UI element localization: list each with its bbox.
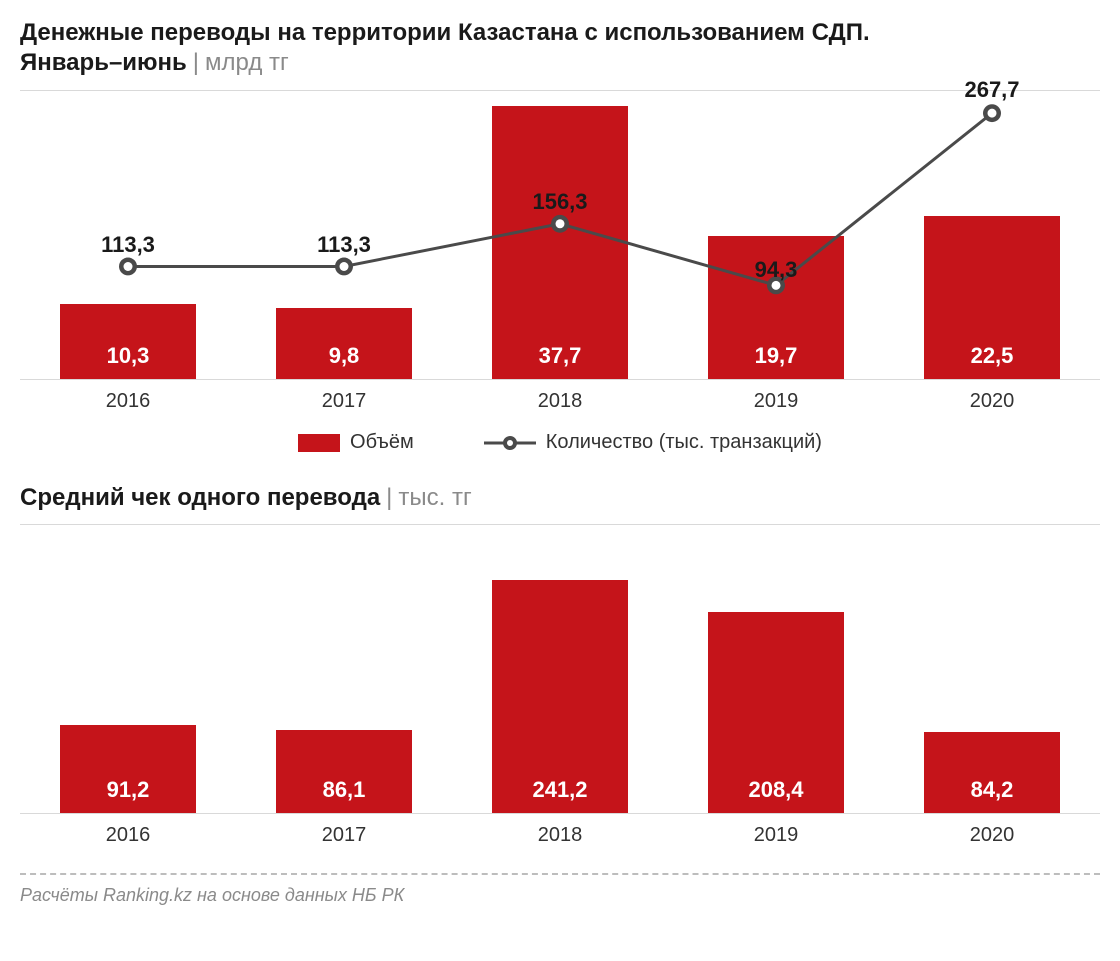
bar-value-label: 208,4 (748, 777, 803, 813)
x-tick: 2018 (452, 824, 668, 847)
title-line1: Денежные переводы на территории Казастан… (20, 18, 1100, 48)
legend-swatch-bar (298, 434, 340, 452)
bar-slot: 86,1 (236, 525, 452, 813)
title-separator: | (193, 49, 199, 76)
chart-volume-count: 10,39,837,719,722,5 113,3113,3156,394,32… (20, 90, 1100, 413)
line-value-label: 156,3 (532, 189, 587, 215)
legend-line-label: Количество (тыс. транзакций) (546, 431, 822, 454)
bar: 84,2 (924, 732, 1060, 813)
chart-title: Денежные переводы на территории Казастан… (20, 18, 1100, 78)
legend: Объём Количество (тыс. транзакций) (20, 431, 1100, 454)
chart-avg-check: 91,2 86,1 241,2 208,4 84,2 20162017201820192… (20, 524, 1100, 847)
title-line2: Январь–июнь|млрд тг (20, 48, 1100, 78)
bar-slot: 241,2 (452, 525, 668, 813)
x-tick: 2016 (20, 390, 236, 413)
chart2-title: Средний чек одного перевода|тыс. тг (20, 484, 1100, 512)
footer-source: Расчёты Ranking.kz на основе данных НБ Р… (20, 885, 1100, 906)
plot-area-2: 91,2 86,1 241,2 208,4 84,2 (20, 524, 1100, 814)
x-tick: 2020 (884, 824, 1100, 847)
footer-rule (20, 873, 1100, 875)
x-axis-1: 20162017201820192020 (20, 390, 1100, 413)
x-tick: 2018 (452, 390, 668, 413)
legend-item-bar: Объём (298, 431, 414, 454)
bar: 86,1 (276, 730, 412, 813)
bars-row-2: 91,2 86,1 241,2 208,4 84,2 (20, 525, 1100, 813)
x-tick: 2016 (20, 824, 236, 847)
bar-value-label: 84,2 (971, 777, 1014, 813)
bar-slot: 91,2 (20, 525, 236, 813)
bar-value-label: 91,2 (107, 777, 150, 813)
bar-slot: 84,2 (884, 525, 1100, 813)
title-line2-unit: млрд тг (205, 49, 289, 76)
bar-value-label: 241,2 (532, 777, 587, 813)
chart2-separator: | (386, 484, 392, 511)
legend-bar-label: Объём (350, 431, 414, 454)
plot-area-1: 10,39,837,719,722,5 113,3113,3156,394,32… (20, 90, 1100, 380)
legend-item-line: Количество (тыс. транзакций) (484, 431, 822, 454)
bar: 241,2 (492, 580, 628, 813)
line-value-label: 94,3 (755, 257, 798, 283)
x-axis-2: 20162017201820192020 (20, 824, 1100, 847)
line-value-label: 267,7 (964, 77, 1019, 103)
title-line2-strong: Январь–июнь (20, 49, 187, 76)
legend-swatch-line (484, 433, 536, 453)
line-overlay (20, 91, 1100, 379)
line-value-label: 113,3 (317, 232, 371, 258)
bar: 91,2 (60, 725, 196, 813)
chart2-title-unit: тыс. тг (398, 484, 471, 511)
x-tick: 2019 (668, 824, 884, 847)
bar: 208,4 (708, 612, 844, 813)
x-tick: 2017 (236, 824, 452, 847)
chart2-title-strong: Средний чек одного перевода (20, 484, 380, 511)
bar-value-label: 86,1 (323, 777, 366, 813)
bar-slot: 208,4 (668, 525, 884, 813)
x-tick: 2019 (668, 390, 884, 413)
x-tick: 2020 (884, 390, 1100, 413)
x-tick: 2017 (236, 390, 452, 413)
line-value-label: 113,3 (101, 232, 155, 258)
